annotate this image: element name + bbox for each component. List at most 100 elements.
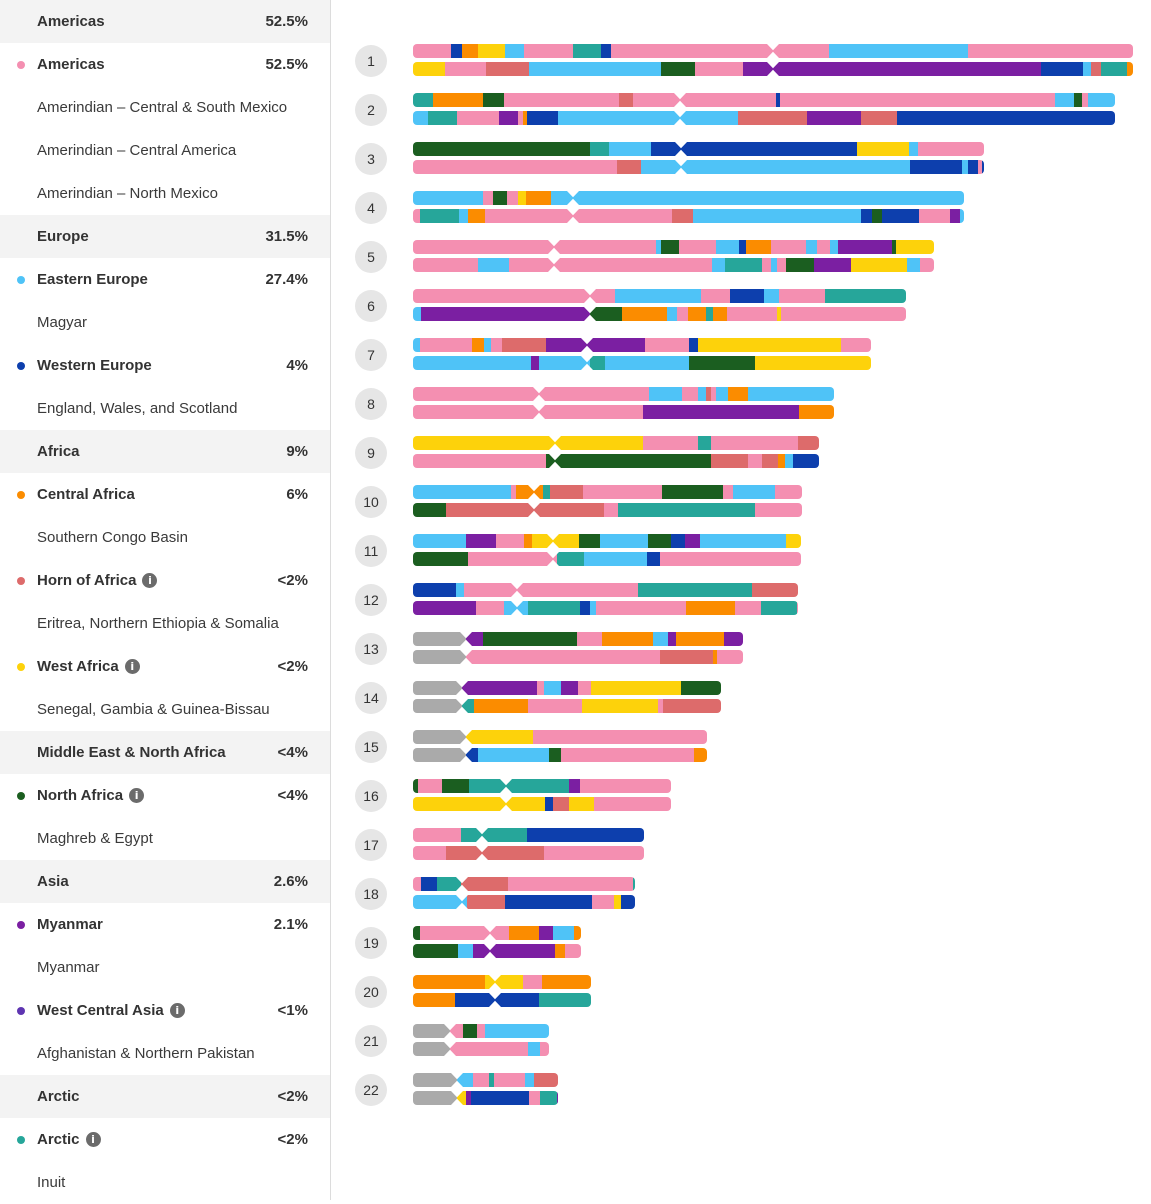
chromosome-strand[interactable] (413, 142, 984, 156)
region-group-row[interactable]: Middle East & North Africa <4% (0, 731, 330, 774)
chromosome-strand[interactable] (413, 828, 644, 842)
population-row[interactable]: Central Africa 6% (0, 473, 330, 516)
subregion-row[interactable]: England, Wales, and Scotland (0, 387, 330, 430)
population-row[interactable]: Arctic i <2% (0, 1118, 330, 1161)
subregion-row[interactable]: Southern Congo Basin (0, 516, 330, 559)
region-group-row[interactable]: Africa 9% (0, 430, 330, 473)
ancestry-segment (413, 797, 546, 811)
region-group-row[interactable]: Americas 52.5% (0, 0, 330, 43)
chromosome-strand[interactable] (413, 1042, 549, 1056)
ancestry-segment (728, 387, 749, 401)
info-icon[interactable]: i (142, 573, 158, 588)
info-icon[interactable]: i (124, 659, 140, 674)
row-label-text: Europe (37, 228, 89, 245)
chromosome-strand[interactable] (413, 552, 801, 566)
chromosome-strand[interactable] (413, 699, 721, 713)
subregion-row[interactable]: Inuit (0, 1161, 330, 1204)
chromosome-number-badge: 12 (355, 584, 387, 616)
subregion-row[interactable]: Eritrea, Northern Ethiopia & Somalia (0, 602, 330, 645)
chromosome-strand[interactable] (413, 93, 1115, 107)
chromosome-strand[interactable] (413, 44, 1133, 58)
info-icon[interactable]: i (169, 1003, 185, 1018)
region-group-row[interactable]: Arctic <2% (0, 1075, 330, 1118)
subregion-row[interactable]: Afghanistan & Northern Pakistan (0, 1032, 330, 1075)
region-group-row[interactable]: Asia 2.6% (0, 860, 330, 903)
chromosome-strand[interactable] (413, 387, 834, 401)
population-row[interactable]: Horn of Africa i <2% (0, 559, 330, 602)
chromosome-strand[interactable] (413, 601, 798, 615)
chromosome-strand[interactable] (413, 356, 871, 370)
subregion-row[interactable]: Maghreb & Egypt (0, 817, 330, 860)
chromosome-strand[interactable] (413, 993, 591, 1007)
population-row[interactable]: West Africa i <2% (0, 645, 330, 688)
row-percentage: <4% (277, 744, 308, 761)
chromosome-strand[interactable] (413, 209, 964, 223)
ancestry-segment (535, 975, 542, 989)
chromosome-strand[interactable] (413, 748, 707, 762)
chromosome-strand[interactable] (413, 454, 819, 468)
population-row[interactable]: North Africa i <4% (0, 774, 330, 817)
ancestry-segment (450, 1024, 464, 1038)
subregion-row[interactable]: Amerindian – North Mexico (0, 172, 330, 215)
chromosome-strand[interactable] (413, 975, 591, 989)
chromosome-strand[interactable] (413, 503, 802, 517)
ancestry-segment (792, 454, 819, 468)
chromosome-strand[interactable] (413, 632, 743, 646)
subregion-row[interactable]: Magyar (0, 301, 330, 344)
ancestry-segment (590, 44, 602, 58)
info-icon[interactable]: i (85, 1132, 101, 1147)
row-percentage: 4% (286, 357, 308, 374)
population-row[interactable]: Americas 52.5% (0, 43, 330, 86)
ancestry-segment (653, 632, 669, 646)
ancestry-segment (580, 779, 671, 793)
chromosome-strand[interactable] (413, 877, 635, 891)
chromosome-strand[interactable] (413, 797, 671, 811)
ancestry-segment (413, 846, 430, 860)
chromosome-strand[interactable] (413, 681, 721, 695)
chromosome-strand[interactable] (413, 944, 581, 958)
chromosome-strand[interactable] (413, 62, 1133, 76)
chromosome-strand[interactable] (413, 289, 906, 303)
chromosome-strand[interactable] (413, 779, 671, 793)
chromosome-strand[interactable] (413, 650, 743, 664)
chromosome-strand[interactable] (413, 485, 802, 499)
chromosome-strand[interactable] (413, 405, 834, 419)
ancestry-segment (466, 650, 605, 664)
subregion-row[interactable]: Senegal, Gambia & Guinea-Bissau (0, 688, 330, 731)
chromosome-strand[interactable] (413, 240, 934, 254)
ancestry-segment (662, 699, 721, 713)
subregion-row[interactable]: Amerindian – Central America (0, 129, 330, 172)
population-row[interactable]: West Central Asia i <1% (0, 989, 330, 1032)
row-label-text: Eritrea, Northern Ethiopia & Somalia (37, 615, 279, 632)
chromosome-strand[interactable] (413, 307, 906, 321)
ancestry-segment (437, 877, 463, 891)
subregion-row[interactable]: Myanmar (0, 946, 330, 989)
ancestry-segment (861, 111, 898, 125)
population-row[interactable]: Myanmar 2.1% (0, 903, 330, 946)
chromosome-strand[interactable] (413, 730, 707, 744)
ancestry-segment (710, 454, 749, 468)
ancestry-segment (682, 387, 693, 401)
population-row[interactable]: Western Europe 4% (0, 344, 330, 387)
row-label-text: Americas (37, 13, 105, 30)
chromosome-strand[interactable] (413, 583, 798, 597)
chromosome-strand[interactable] (413, 926, 581, 940)
chromosome-strand[interactable] (413, 1073, 558, 1087)
chromosome-strand[interactable] (413, 191, 964, 205)
info-icon[interactable]: i (129, 788, 145, 803)
chromosome-strand[interactable] (413, 1024, 549, 1038)
chromosome-strand[interactable] (413, 436, 819, 450)
chromosome-strand[interactable] (413, 111, 1115, 125)
region-group-row[interactable]: Europe 31.5% (0, 215, 330, 258)
chromosome-strand[interactable] (413, 258, 934, 272)
chromosome-strand[interactable] (413, 338, 871, 352)
ancestry-segment (545, 454, 711, 468)
population-row[interactable]: Eastern Europe 27.4% (0, 258, 330, 301)
chromosome-strand[interactable] (413, 534, 801, 548)
ancestry-segment (755, 356, 871, 370)
chromosome-strand[interactable] (413, 846, 644, 860)
chromosome-strand[interactable] (413, 160, 984, 174)
chromosome-strand[interactable] (413, 1091, 558, 1105)
subregion-row[interactable]: Amerindian – Central & South Mexico (0, 86, 330, 129)
chromosome-strand[interactable] (413, 895, 635, 909)
